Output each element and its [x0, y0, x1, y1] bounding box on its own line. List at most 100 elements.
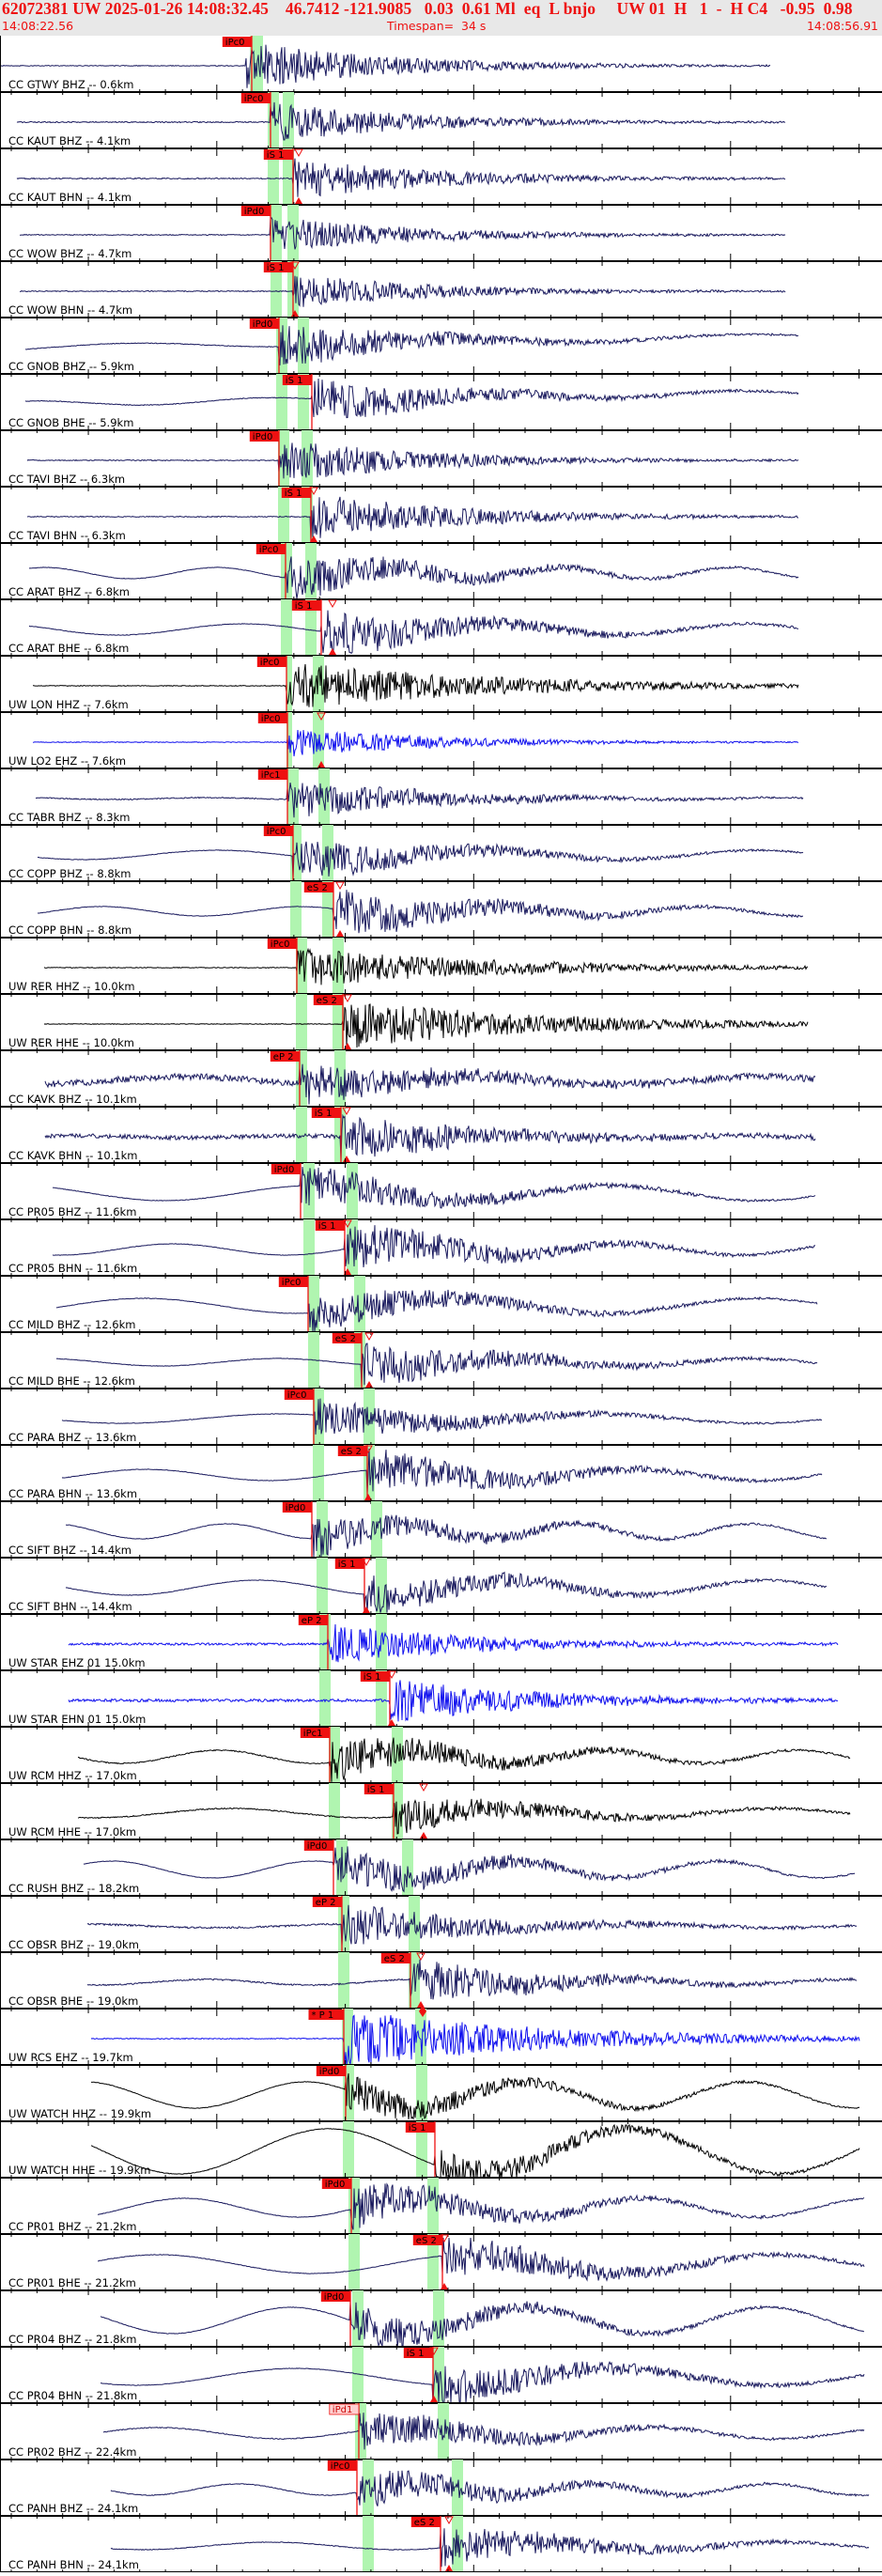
trace-panel[interactable]: eP 2 UW STAR EHZ 01 15.0km	[0, 1614, 882, 1678]
pick-flag[interactable]	[257, 713, 287, 723]
trace-panel[interactable]: iPc0 UW LO2 EHZ -- 7.6km	[0, 712, 882, 776]
trace-panel[interactable]: * P 1 UW RCS EHZ -- 19.7km	[0, 2005, 882, 2072]
trace-panel[interactable]: iPd0 CC SIFT BHZ -- 14.4km	[0, 1501, 882, 1565]
trace-panel[interactable]: iPc0 UW RER HHZ -- 10.0km	[0, 938, 882, 1001]
trace-panel[interactable]: iS 1 CC KAVK BHN -- 10.1km	[0, 1107, 882, 1171]
trace-panel[interactable]: iPc0 CC COPP BHZ -- 8.8km	[0, 825, 882, 889]
trace-panel[interactable]: eP 2 CC OBSR BHZ -- 19.0km	[0, 1896, 882, 1960]
pick-flag[interactable]	[249, 318, 279, 329]
pick-flag[interactable]	[282, 375, 312, 385]
trace-panel[interactable]: eS 2 CC PR01 BHE -- 21.2km	[0, 2234, 882, 2298]
pick-flag[interactable]	[410, 2517, 441, 2527]
pick-flag[interactable]	[291, 600, 321, 611]
pick-flag[interactable]	[364, 1784, 394, 1794]
pick-flag[interactable]	[240, 93, 271, 103]
trace-panel[interactable]: iS 1 UW WATCH HHE -- 19.9km	[0, 2121, 882, 2185]
trace-panel[interactable]: iPc1 CC TABR BHZ -- 8.3km	[0, 768, 882, 832]
pick-flag[interactable]	[329, 2403, 360, 2415]
trace-panel[interactable]: iPd0 CC TAVI BHZ -- 6.3km	[0, 430, 882, 494]
trace-panel[interactable]: iPd0 CC RUSH BHZ -- 18.2km	[0, 1839, 882, 1903]
trace-panel[interactable]: iPc0 CC GTWY BHZ -- 0.6km	[0, 36, 882, 100]
trace-panel[interactable]: iPc0 CC PARA BHZ -- 13.6km	[0, 1389, 882, 1452]
trace-panel[interactable]: iPc0 CC KAUT BHZ -- 4.1km	[0, 92, 882, 156]
pick-flag[interactable]	[380, 1953, 410, 1963]
trace-panel[interactable]: iS 1 CC SIFT BHN -- 14.4km	[0, 1558, 882, 1622]
pick-flag[interactable]	[255, 544, 286, 554]
trace-panel[interactable]: iPd1 CC PR02 BHZ -- 22.4km	[0, 2403, 882, 2467]
trace-panel[interactable]: iPd0 CC PR04 BHZ -- 21.8km	[0, 2290, 882, 2354]
polarity-down-triangle-icon	[343, 1219, 352, 1229]
station-label: CC WOW BHN -- 4.7km	[8, 303, 132, 317]
pick-flag[interactable]	[308, 2010, 345, 2020]
trace-panel[interactable]: iS 1 UW RCM HHE -- 17.0km	[0, 1783, 882, 1847]
seismogram-panel-stack[interactable]: iPc0 CC GTWY BHZ -- 0.6km iPc0 CC KAUT BHZ …	[0, 36, 882, 2576]
pick-flag[interactable]	[300, 1728, 330, 1738]
pick-flag[interactable]	[267, 939, 297, 949]
trace-panel[interactable]: iS 1 CC WOW BHN -- 4.7km	[0, 261, 882, 325]
pick-flag[interactable]	[311, 1108, 341, 1118]
trace-panel[interactable]: iPd0 CC PR05 BHZ -- 11.6km	[0, 1163, 882, 1227]
timespan-label: Timespan= 34 s	[387, 19, 487, 33]
pick-flag[interactable]	[332, 1333, 362, 1343]
pick-flag[interactable]	[312, 1897, 342, 1907]
trace-panel[interactable]: eS 2 UW RER HHE -- 10.0km	[0, 994, 882, 1058]
trace-panel[interactable]: iPd0 CC PR01 BHZ -- 21.2km	[0, 2178, 882, 2242]
pick-window-highlight	[296, 994, 307, 1050]
trace-panel[interactable]: iS 1 CC PR05 BHN -- 11.6km	[0, 1219, 882, 1283]
pick-flag[interactable]	[316, 2066, 346, 2076]
pick-flag[interactable]	[240, 206, 271, 216]
trace-panel[interactable]: iPc0 CC ARAT BHZ -- 6.8km	[0, 543, 882, 607]
pick-flag[interactable]	[412, 2235, 442, 2245]
trace-panel[interactable]: iPd0 CC WOW BHZ -- 4.7km	[0, 205, 882, 269]
pick-flag[interactable]	[313, 995, 343, 1005]
pick-window-highlight	[317, 1501, 328, 1558]
trace-panel[interactable]: eS 2 CC COPP BHN -- 8.8km	[0, 881, 882, 945]
pick-window-highlight	[342, 2009, 353, 2065]
pick-flag[interactable]	[271, 1164, 301, 1174]
pick-flag[interactable]	[327, 2460, 357, 2471]
pick-flag[interactable]	[263, 149, 293, 160]
pick-label: iPd0	[319, 2067, 340, 2077]
trace-panel[interactable]: iS 1 UW STAR EHN 01 15.0km	[0, 1670, 882, 1734]
trace-panel[interactable]: eS 2 CC MILD BHE -- 12.6km	[0, 1332, 882, 1396]
trace-panel[interactable]: iS 1 CC GNOB BHE -- 5.9km	[0, 374, 882, 438]
trace-panel[interactable]: iPd0 CC GNOB BHZ -- 5.9km	[0, 318, 882, 381]
pick-flag[interactable]	[222, 37, 252, 47]
pick-flag[interactable]	[263, 826, 293, 836]
trace-panel[interactable]: iPc1 UW RCM HHZ -- 17.0km	[0, 1727, 882, 1791]
pick-flag[interactable]	[334, 1559, 364, 1569]
trace-panel[interactable]: eP 2 CC KAVK BHZ -- 10.1km	[0, 1050, 882, 1114]
pick-flag[interactable]	[257, 769, 287, 780]
pick-flag[interactable]	[281, 488, 311, 498]
trace-panel[interactable]: eS 2 CC PARA BHN -- 13.6km	[0, 1445, 882, 1509]
pick-flag[interactable]	[315, 1220, 345, 1231]
trace-panel[interactable]: iPc0 CC PANH BHZ -- 24.1km	[0, 2460, 882, 2523]
station-label: CC PR01 BHZ -- 21.2km	[8, 2220, 136, 2233]
pick-flag[interactable]	[263, 262, 293, 272]
pick-flag[interactable]	[256, 657, 286, 667]
trace-panel[interactable]: iPc0 CC MILD BHZ -- 12.6km	[0, 1276, 882, 1340]
pick-flag[interactable]	[249, 431, 279, 442]
pick-flag[interactable]	[270, 1051, 300, 1062]
trace-panel[interactable]: eS 2 CC OBSR BHE -- 19.0km	[0, 1952, 882, 2016]
trace-panel[interactable]: eS 2 CC PANH BHN -- 24.1km	[0, 2516, 882, 2576]
trace-panel[interactable]: iS 1 CC KAUT BHN -- 4.1km	[0, 148, 882, 212]
pick-flag[interactable]	[321, 2179, 351, 2189]
pick-flag[interactable]	[284, 1389, 314, 1400]
pick-flag[interactable]	[303, 882, 333, 892]
pick-flag[interactable]	[320, 2291, 350, 2302]
pick-flag[interactable]	[278, 1277, 308, 1287]
trace-panel[interactable]: iS 1 CC ARAT BHE -- 6.8km	[0, 599, 882, 663]
pick-flag[interactable]	[282, 1502, 312, 1513]
trace-panel[interactable]: iPc0 UW LON HHZ -- 7.6km	[0, 656, 882, 720]
seismogram-canvas[interactable]: iPc0 CC GTWY BHZ -- 0.6km iPc0 CC KAUT BHZ …	[0, 36, 882, 2576]
pick-flag[interactable]	[403, 2348, 433, 2358]
pick-flag[interactable]	[298, 1615, 328, 1625]
pick-flag[interactable]	[360, 1671, 390, 1682]
trace-panel[interactable]: iPd0 UW WATCH HHZ -- 19.9km	[0, 2065, 882, 2129]
pick-flag[interactable]	[303, 1840, 333, 1851]
pick-flag[interactable]	[405, 2122, 435, 2133]
trace-panel[interactable]: iS 1 CC PR04 BHN -- 21.8km	[0, 2347, 882, 2411]
pick-flag[interactable]	[337, 1446, 367, 1456]
trace-panel[interactable]: iS 1 CC TAVI BHN -- 6.3km	[0, 487, 882, 551]
